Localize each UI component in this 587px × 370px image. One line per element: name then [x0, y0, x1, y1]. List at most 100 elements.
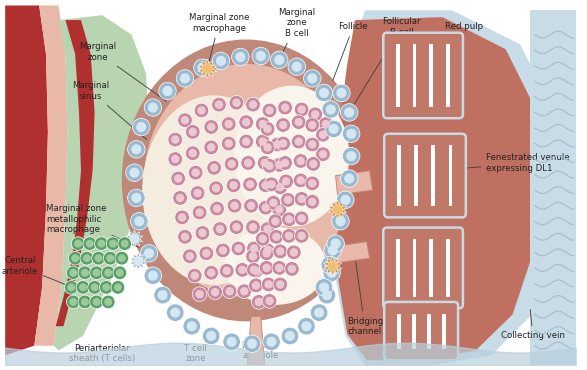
Circle shape: [240, 287, 248, 296]
Circle shape: [273, 140, 282, 149]
Circle shape: [247, 241, 261, 256]
Circle shape: [318, 286, 336, 304]
Circle shape: [93, 269, 100, 277]
Circle shape: [322, 120, 330, 128]
Circle shape: [321, 256, 339, 274]
Circle shape: [185, 252, 194, 260]
Circle shape: [333, 84, 350, 102]
Circle shape: [322, 101, 339, 118]
Circle shape: [198, 229, 207, 237]
Circle shape: [255, 232, 270, 246]
Circle shape: [296, 176, 305, 185]
Circle shape: [175, 210, 190, 225]
Circle shape: [106, 254, 114, 262]
Circle shape: [285, 262, 299, 276]
Circle shape: [65, 280, 78, 294]
Text: Periarteriolar
sheath (T cells): Periarteriolar sheath (T cells): [69, 344, 136, 363]
Circle shape: [309, 160, 318, 168]
Circle shape: [305, 176, 319, 191]
Circle shape: [181, 233, 189, 241]
FancyBboxPatch shape: [383, 33, 463, 118]
Circle shape: [260, 222, 275, 236]
Circle shape: [68, 283, 75, 291]
Ellipse shape: [235, 86, 349, 226]
Circle shape: [294, 102, 309, 117]
Circle shape: [207, 143, 215, 152]
Circle shape: [207, 123, 215, 131]
Circle shape: [190, 272, 199, 280]
Circle shape: [230, 202, 239, 210]
Circle shape: [285, 232, 293, 240]
Circle shape: [264, 143, 272, 152]
Circle shape: [252, 267, 260, 275]
Circle shape: [224, 120, 233, 128]
Circle shape: [144, 267, 161, 285]
Circle shape: [243, 335, 261, 353]
Circle shape: [66, 295, 80, 309]
Circle shape: [170, 307, 180, 318]
Circle shape: [202, 249, 211, 258]
Circle shape: [285, 331, 295, 341]
FancyBboxPatch shape: [384, 134, 466, 217]
Circle shape: [167, 304, 184, 322]
Circle shape: [281, 103, 289, 112]
Circle shape: [266, 337, 276, 347]
Circle shape: [212, 97, 226, 112]
Circle shape: [346, 151, 356, 161]
Circle shape: [118, 254, 126, 262]
Circle shape: [224, 139, 233, 148]
Circle shape: [99, 280, 113, 294]
Circle shape: [342, 125, 360, 142]
Circle shape: [319, 282, 329, 292]
Circle shape: [171, 171, 185, 186]
Circle shape: [111, 280, 124, 294]
Circle shape: [129, 168, 140, 178]
Circle shape: [224, 157, 239, 171]
Polygon shape: [333, 242, 370, 263]
Polygon shape: [333, 10, 557, 365]
Text: Central
arteriole: Central arteriole: [2, 256, 75, 288]
Circle shape: [258, 200, 273, 215]
Circle shape: [97, 240, 105, 248]
Circle shape: [308, 179, 316, 188]
Circle shape: [90, 283, 99, 291]
Circle shape: [295, 118, 303, 126]
Circle shape: [69, 269, 77, 277]
Circle shape: [220, 263, 234, 278]
Text: Follicle: Follicle: [333, 22, 368, 81]
Circle shape: [118, 237, 131, 250]
Bar: [397, 314, 401, 349]
Circle shape: [246, 180, 254, 189]
Text: Marginal zone
metallophilic
macrophage: Marginal zone metallophilic macrophage: [46, 204, 139, 247]
Circle shape: [326, 104, 336, 115]
Polygon shape: [126, 230, 143, 248]
Circle shape: [249, 266, 258, 274]
Circle shape: [69, 298, 77, 306]
Circle shape: [231, 241, 246, 256]
Circle shape: [340, 104, 358, 121]
Circle shape: [308, 107, 322, 122]
Circle shape: [183, 249, 197, 263]
Circle shape: [272, 202, 286, 217]
Circle shape: [193, 189, 202, 197]
Circle shape: [81, 298, 89, 306]
Bar: [429, 239, 433, 297]
Circle shape: [229, 220, 244, 234]
Text: Marginal
sinus: Marginal sinus: [72, 81, 147, 140]
Circle shape: [102, 283, 110, 291]
Circle shape: [232, 48, 249, 66]
Polygon shape: [54, 15, 149, 350]
Circle shape: [207, 161, 221, 175]
Circle shape: [234, 244, 242, 253]
Circle shape: [335, 216, 346, 226]
Circle shape: [326, 268, 337, 278]
Circle shape: [294, 211, 309, 226]
Circle shape: [176, 70, 194, 87]
Text: Bridging
channel: Bridging channel: [347, 246, 383, 336]
Circle shape: [114, 283, 122, 291]
Circle shape: [262, 264, 271, 272]
Circle shape: [269, 229, 284, 244]
Circle shape: [210, 201, 224, 216]
Circle shape: [183, 317, 201, 335]
Circle shape: [268, 214, 283, 229]
